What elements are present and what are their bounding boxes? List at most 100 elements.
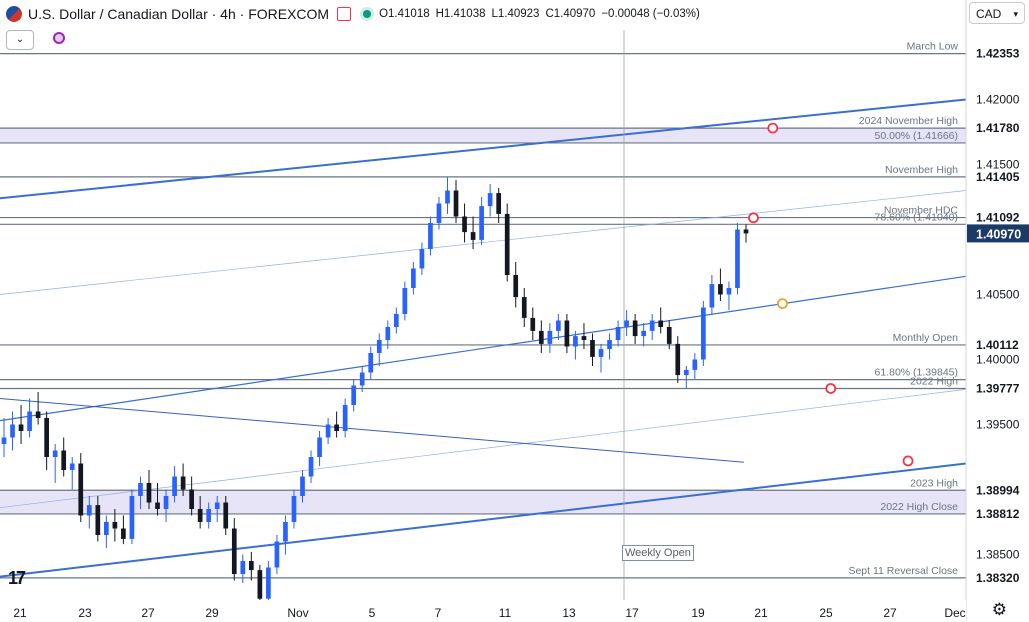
candle-body [530, 317, 536, 331]
candle [411, 262, 416, 295]
symbol-title[interactable]: U.S. Dollar / Canadian Dollar · 4h · FOR… [28, 6, 330, 22]
candle [189, 476, 194, 516]
candle-body [231, 528, 237, 574]
level-label: 78.60% (1.41040) [875, 211, 958, 223]
candle-body [658, 320, 664, 327]
candle-body [632, 320, 638, 337]
candle-body [155, 502, 160, 509]
candle-body [342, 405, 348, 431]
candle-body [359, 372, 365, 386]
candle [666, 320, 672, 350]
candle-body [607, 340, 612, 350]
level-price-tag: 1.40112 [976, 338, 1019, 352]
candle-body [504, 213, 510, 275]
time-tick-label: 5 [369, 606, 376, 620]
candle-body [61, 450, 67, 470]
candle [103, 515, 109, 548]
candle-body [402, 288, 408, 314]
market-status-icon [363, 10, 372, 18]
currency-selector[interactable]: CAD ▾ [969, 2, 1025, 24]
level-price-tag: 1.41780 [976, 121, 1020, 135]
candle [231, 518, 237, 581]
candle-body [709, 284, 715, 308]
candle [538, 320, 544, 353]
candle [743, 224, 749, 243]
price-tick-label: 1.41500 [976, 158, 1020, 172]
time-tick-label: 27 [883, 606, 897, 620]
time-tick-label: 21 [13, 606, 27, 620]
alert-marker [902, 455, 914, 467]
gear-icon[interactable]: ⚙ [991, 600, 1007, 619]
candle [359, 366, 365, 392]
level-price-tag: 1.42353 [976, 47, 1020, 61]
candle [18, 405, 24, 444]
level-price-tag-bg [968, 569, 1028, 586]
price-tick-label: 1.38500 [976, 548, 1020, 562]
level-label: 61.80% (1.39845) [875, 367, 958, 379]
market-closed-icon[interactable] [337, 7, 352, 21]
candle-body [223, 502, 229, 529]
candle-body [666, 327, 672, 344]
candle [487, 184, 493, 217]
candle-body [95, 505, 101, 535]
level-price-tag: 1.38320 [976, 571, 1020, 585]
candle-body [487, 193, 493, 207]
candle-body [180, 476, 186, 490]
price-tick-label: 1.40000 [976, 353, 1020, 367]
candle [35, 392, 41, 425]
candle [402, 281, 408, 321]
candle [735, 223, 740, 295]
time-tick-label: 19 [691, 606, 705, 620]
level-price-tag: 1.38994 [976, 483, 1020, 497]
candle-body [189, 489, 194, 509]
time-axis: 21 23 27 29 Nov 5 7 11 13 17 19 21 25 27 Dec [0, 600, 966, 622]
candle [649, 314, 655, 340]
candle-body [701, 307, 706, 360]
candle-body [573, 336, 578, 347]
candle-body [735, 229, 740, 288]
candle-body [598, 349, 604, 357]
close-value: C1.40970 [545, 8, 596, 20]
candle [44, 411, 49, 470]
candle [436, 197, 442, 230]
candle [718, 268, 723, 301]
trend-line [0, 389, 967, 509]
candle-body [419, 249, 425, 269]
candle-body [27, 411, 32, 431]
candle [112, 509, 118, 542]
candle [86, 496, 92, 529]
candle [445, 177, 450, 214]
candle [206, 502, 212, 529]
chevron-down-icon: ⌄ [15, 34, 25, 45]
candle [155, 483, 160, 516]
time-tick-label: 17 [625, 606, 639, 620]
price-tick-label: 1.39500 [976, 418, 1020, 432]
trend-line [0, 398, 744, 463]
level-label: November HDC [884, 205, 959, 217]
candle [573, 330, 578, 360]
collapse-legend-button[interactable]: ⌄ [6, 30, 34, 50]
candle-body [308, 457, 314, 477]
candle-body [462, 216, 467, 233]
open-value: O1.41018 [379, 8, 430, 20]
candle [632, 314, 638, 344]
candle-body [266, 567, 271, 599]
candle [69, 457, 75, 490]
candle-body [103, 522, 109, 535]
candle-body [351, 385, 357, 405]
candle [325, 418, 331, 444]
candle [709, 275, 715, 314]
candle-body [496, 193, 502, 214]
tradingview-logo[interactable]: 17 [8, 568, 26, 588]
current-price-tag-bg [967, 224, 1029, 243]
candle [470, 216, 476, 249]
indicator-toggle-icon[interactable] [53, 32, 65, 44]
candle-body [317, 437, 322, 457]
candle [180, 463, 186, 496]
trend-line [0, 462, 967, 578]
candle-body [436, 203, 442, 223]
candle [368, 346, 374, 379]
candle-body [726, 288, 732, 295]
candle-body [274, 541, 280, 568]
